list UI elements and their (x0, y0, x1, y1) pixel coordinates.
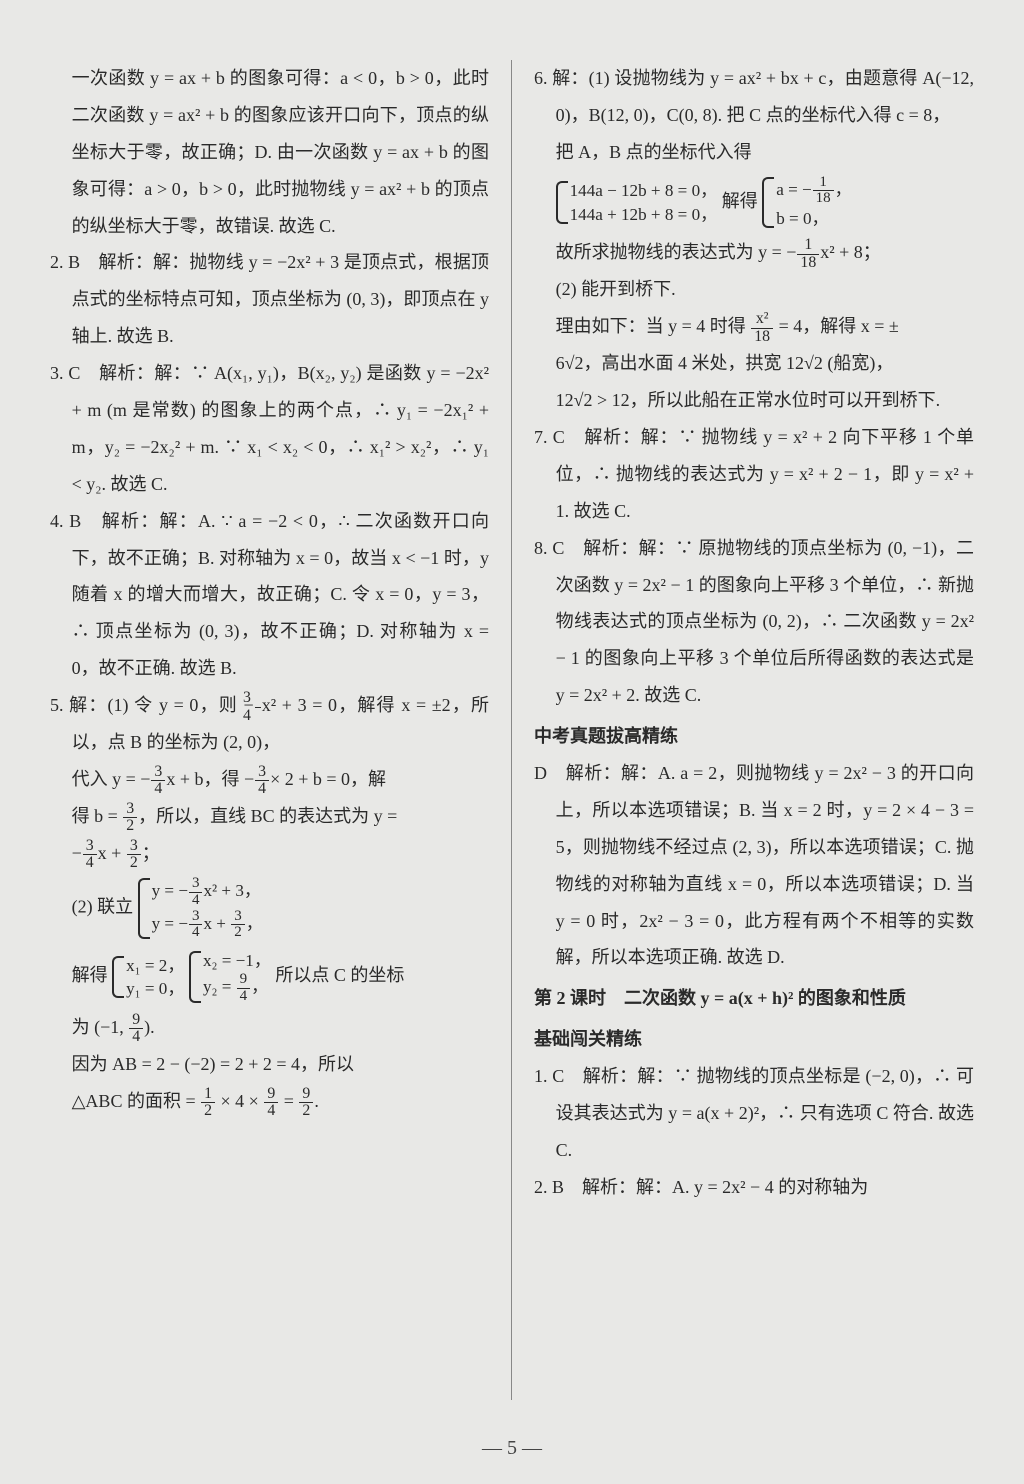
question-6f: 理由如下：当 y = 4 时得 x²18 = 4，解得 x = ± (534, 308, 974, 345)
question-5-pointC: 为 (−1, 94). (50, 1009, 489, 1046)
question-5-part1: 5. 解：(1) 令 y = 0，则 −34x² + 3 = 0，解得 x = … (50, 687, 489, 761)
eq2c: ， (246, 914, 263, 933)
question-6d: 故所求抛物线的表达式为 y = −118x² + 8； (534, 234, 974, 271)
q6eq1: 144a − 12b + 8 = 0， (570, 179, 718, 202)
question-5-part2: (2) 联立 y = −34x² + 3， y = −34x + 32， (50, 872, 489, 945)
left-column: 一次函数 y = ax + b 的图象可得：a < 0，b > 0，此时二次函数… (50, 60, 512, 1400)
q5a-text: 5. 解：(1) 令 y = 0，则 − (50, 695, 254, 715)
frac-1-2: 12 (201, 1086, 215, 1120)
q6f2: = 4，解得 x = ± (779, 316, 899, 336)
eq2b: x + (203, 914, 225, 933)
question-5-line3: 得 b = 32，所以，直线 BC 的表达式为 y = (50, 798, 489, 835)
q5b2: x + b，得 − (166, 769, 254, 789)
s2b: y₂ = (203, 978, 231, 997)
question-5-area: △ABC 的面积 = 12 × 4 × 94 = 92. (50, 1083, 489, 1120)
q6mid: 解得 (722, 191, 758, 211)
brace-6-sol: a = −118， b = 0， (762, 175, 852, 231)
q5d: − (72, 843, 82, 863)
brace-sol-2: x₂ = −1， y₂ = 94， (189, 949, 271, 1005)
frac-3-2b: 32 (127, 838, 141, 872)
question-2r: 2. B 解析：解：A. y = 2x² − 4 的对称轴为 (534, 1169, 974, 1206)
question-6g: 6√2，高出水面 4 米处，拱宽 12√2 (船宽)， (534, 345, 974, 382)
brace-6-eqs: 144a − 12b + 8 = 0， 144a + 12b + 8 = 0， (556, 179, 718, 225)
q6f: 理由如下：当 y = 4 时得 (556, 316, 746, 336)
s2a: x₂ = −1， (203, 949, 271, 972)
question-1r: 1. C 解析：解：∵ 抛物线的顶点坐标是 (−2, 0)，∴ 可设其表达式为 … (534, 1058, 974, 1169)
q5i3: = (284, 1091, 294, 1111)
q6s1b: ， (835, 180, 852, 199)
page-content: 一次函数 y = ax + b 的图象可得：a < 0，b > 0，此时二次函数… (50, 60, 974, 1400)
brace-sol-1: x₁ = 2， y₁ = 0， (112, 954, 184, 1000)
q5f: 解得 (72, 965, 108, 985)
s1a: x₁ = 2， (126, 954, 184, 977)
q6s1a: a = − (776, 180, 811, 199)
frac-x2-18: x²18 (751, 311, 773, 345)
question-3: 3. C 解析：解：∵ A(x₁, y₁)，B(x₂, y₂) 是函数 y = … (50, 355, 489, 503)
q6eq2: 144a + 12b + 8 = 0， (570, 203, 718, 226)
right-column: 6. 解：(1) 设抛物线为 y = ax² + bx + c，由题意得 A(−… (512, 60, 974, 1400)
q5d3: ； (142, 843, 160, 863)
q5b3: × 2 + b = 0，解 (270, 769, 386, 789)
question-7: 7. C 解析：解：∵ 抛物线 y = x² + 2 向下平移 1 个单位，∴ … (534, 419, 974, 530)
question-5-line4: −34x + 32； (50, 835, 489, 872)
question-6h: 12√2 > 12，所以此船在正常水位时可以开到桥下. (534, 382, 974, 419)
heading-lesson2: 第 2 课时 二次函数 y = a(x + h)² 的图象和性质 (534, 980, 974, 1017)
question-5-line2: 代入 y = −34x + b，得 −34× 2 + b = 0，解 (50, 761, 489, 798)
question-6b: 把 A，B 点的坐标代入得 (534, 134, 974, 171)
frac-9-4c: 94 (264, 1086, 278, 1120)
question-4: 4. B 解析：解：A. ∵ a = −2 < 0，∴ 二次函数开口向下，故不正… (50, 503, 489, 687)
s2c: ， (251, 978, 268, 997)
eq1b: x² + 3， (203, 881, 261, 900)
question-5-solve: 解得 x₁ = 2， y₁ = 0， x₂ = −1， y₂ = 94， 所以点… (50, 945, 489, 1009)
q5e: (2) 联立 (72, 897, 134, 917)
frac-3-4: 34 (255, 690, 261, 724)
question-D: D 解析：解：A. a = 2，则抛物线 y = 2x² − 3 的开口向上，所… (534, 755, 974, 976)
question-6-system: 144a − 12b + 8 = 0， 144a + 12b + 8 = 0， … (534, 171, 974, 235)
brace-system-1: y = −34x² + 3， y = −34x + 32， (138, 876, 263, 941)
question-6a: 6. 解：(1) 设抛物线为 y = ax² + bx + c，由题意得 A(−… (534, 60, 974, 134)
s1b: y₁ = 0， (126, 977, 184, 1000)
eq2a: y = − (152, 914, 188, 933)
question-6e: (2) 能开到桥下. (534, 271, 974, 308)
q5g: 为 (−1, (72, 1017, 124, 1037)
question-8: 8. C 解析：解：∵ 原抛物线的顶点坐标为 (0, −1)，二次函数 y = … (534, 530, 974, 714)
q6d: 故所求抛物线的表达式为 y = − (556, 242, 797, 262)
q6s2: b = 0， (776, 207, 852, 230)
q5c2: ，所以，直线 BC 的表达式为 y = (138, 806, 397, 826)
frac-3-2: 32 (123, 801, 137, 835)
frac-9-4b: 94 (129, 1012, 143, 1046)
question-5-ab: 因为 AB = 2 − (−2) = 2 + 2 = 4，所以 (50, 1046, 489, 1083)
q5c: 得 b = (72, 806, 118, 826)
q5b: 代入 y = − (72, 769, 151, 789)
eq1a: y = − (152, 881, 188, 900)
frac-9-2: 92 (299, 1086, 313, 1120)
heading-exam: 中考真题拔高精练 (534, 718, 974, 755)
q5f2: 所以点 C 的坐标 (271, 965, 405, 985)
para-intro: 一次函数 y = ax + b 的图象可得：a < 0，b > 0，此时二次函数… (50, 60, 489, 244)
heading-basic: 基础闯关精练 (534, 1021, 974, 1058)
question-2: 2. B 解析：解：抛物线 y = −2x² + 3 是顶点式，根据顶点式的坐标… (50, 244, 489, 355)
page-number: — 5 — (0, 1437, 1024, 1460)
q5i4: . (314, 1091, 319, 1111)
frac-3-4d: 34 (83, 838, 97, 872)
q5g2: ). (144, 1017, 155, 1037)
frac-1-18b: 118 (797, 237, 819, 271)
q5d2: x + (98, 843, 122, 863)
q5i2: × 4 × (221, 1091, 259, 1111)
frac-3-4b: 34 (151, 764, 165, 798)
q5i: △ABC 的面积 = (72, 1091, 196, 1111)
q6d2: x² + 8； (820, 242, 881, 262)
frac-3-4c: 34 (255, 764, 269, 798)
